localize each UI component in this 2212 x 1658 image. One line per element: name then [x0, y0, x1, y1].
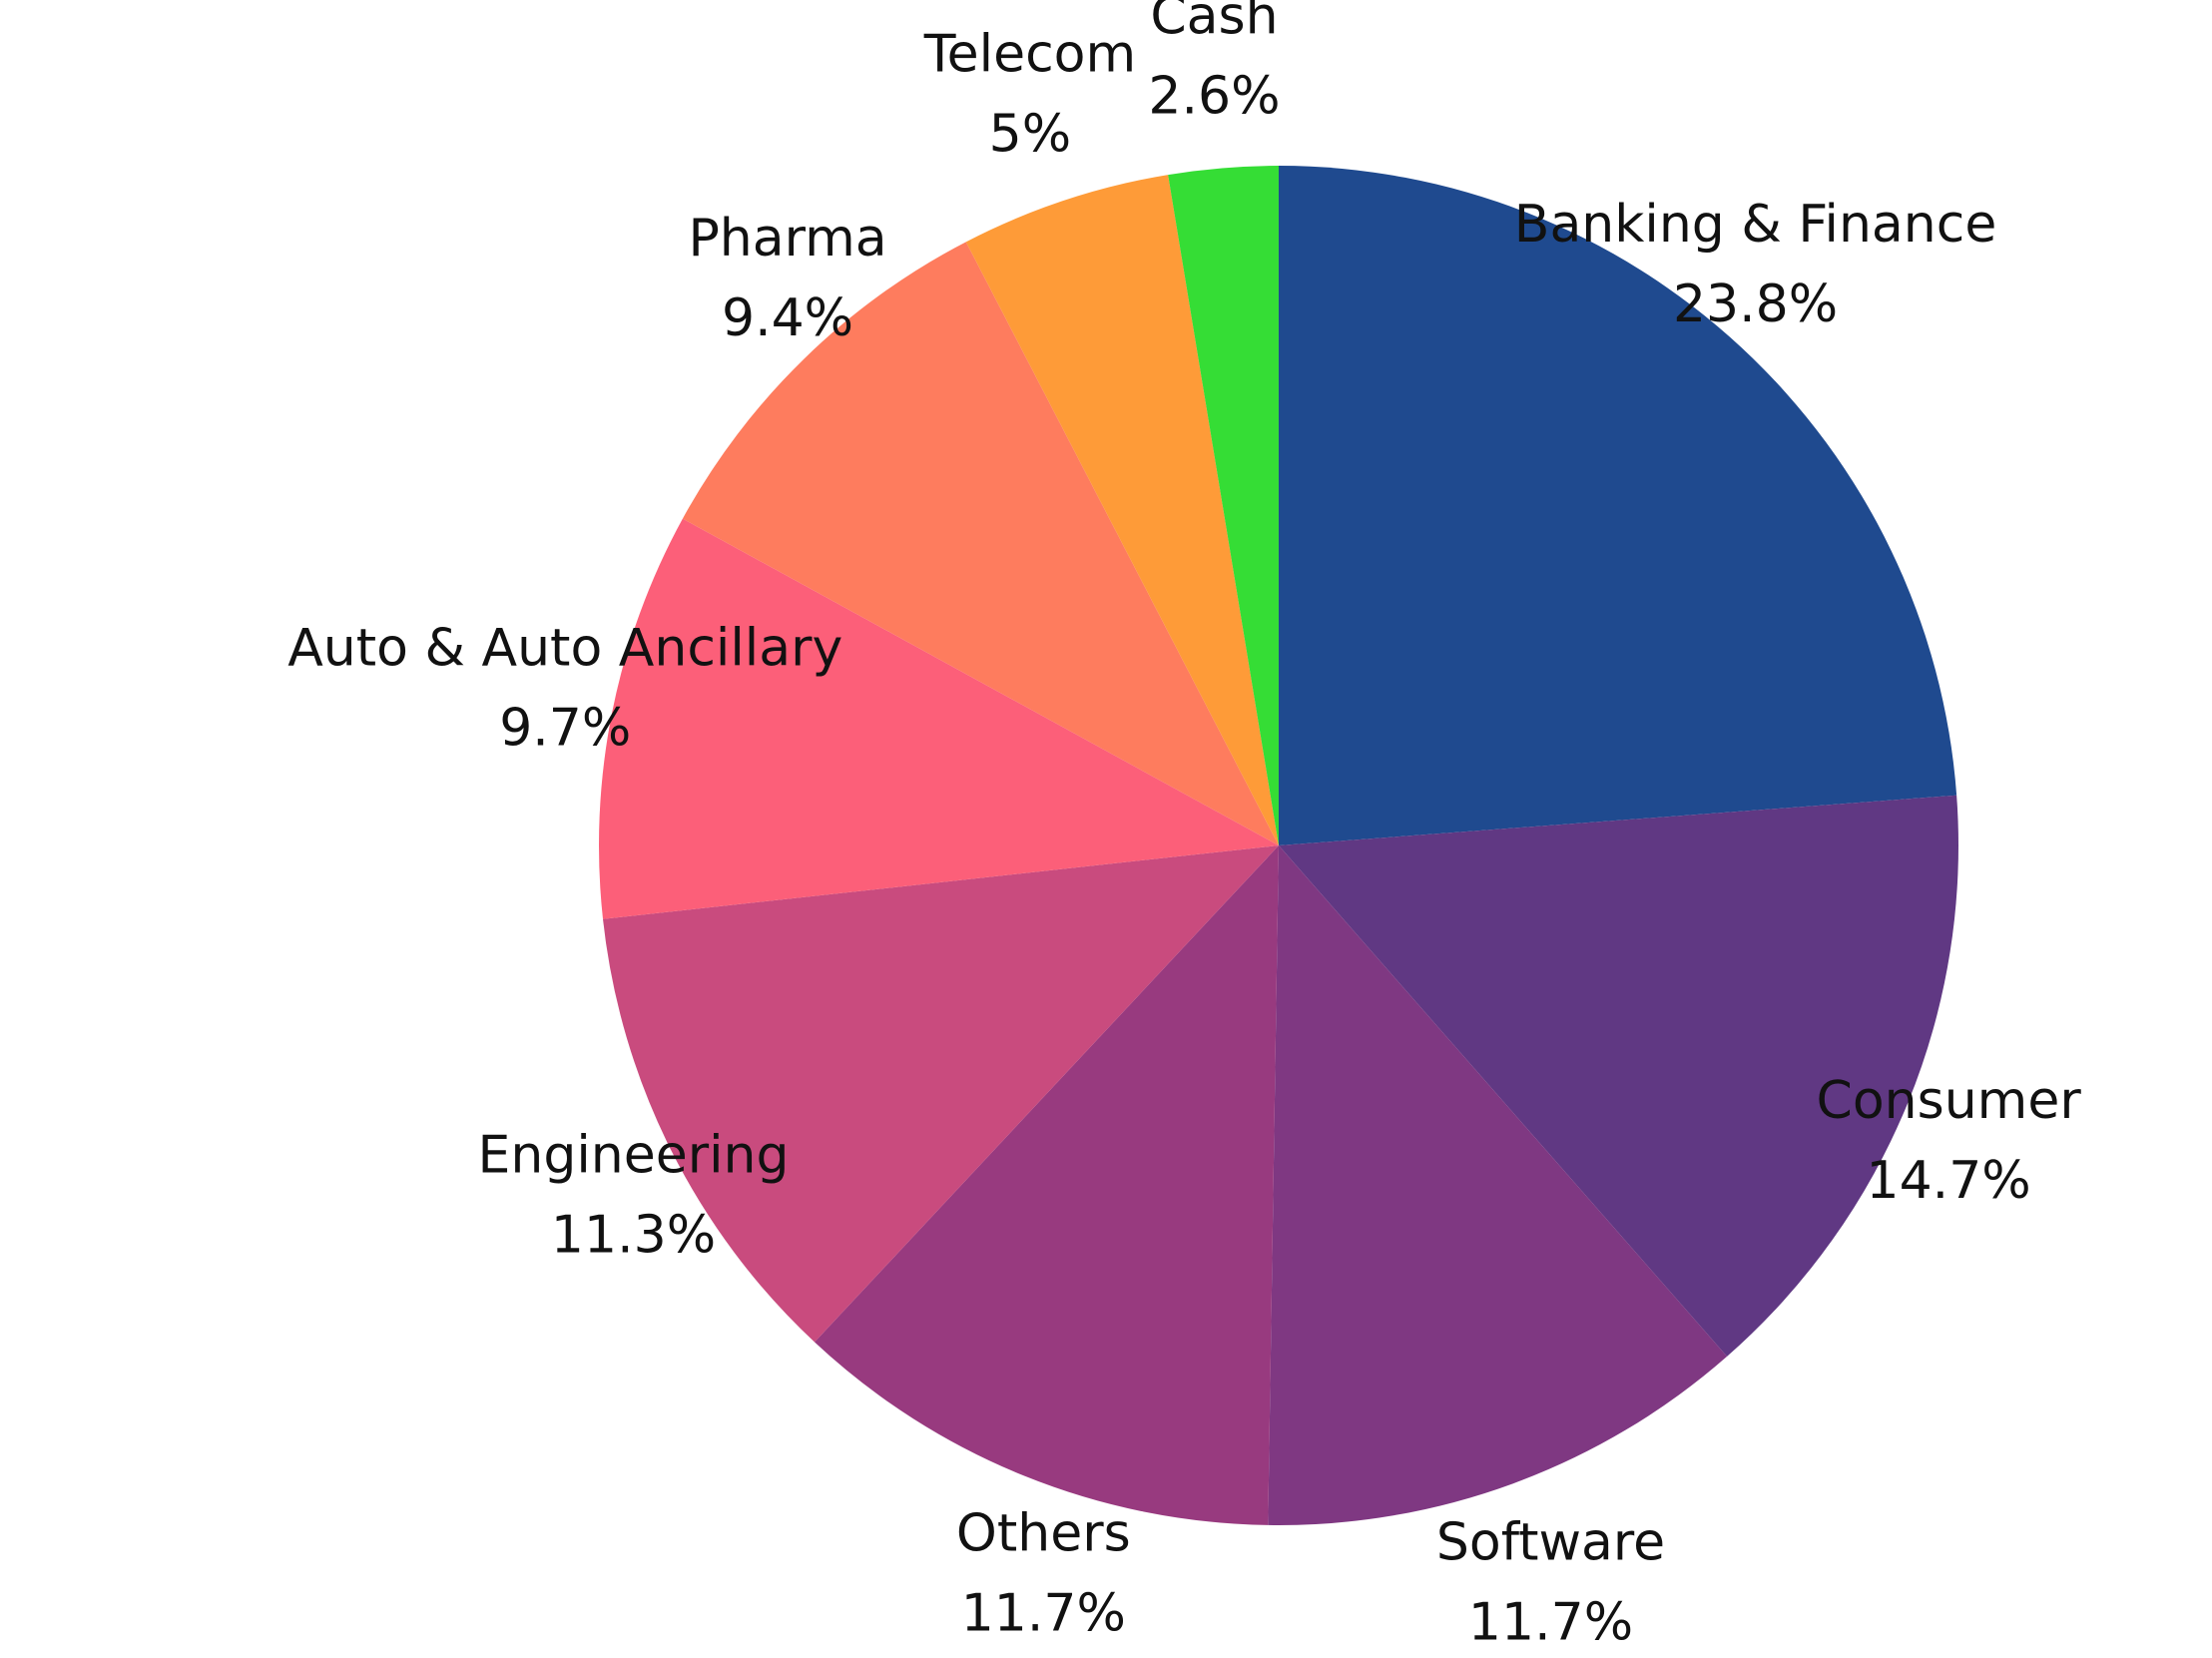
slice-label: Pharma — [688, 209, 886, 269]
slice-label: Telecom — [923, 24, 1136, 84]
pie-slice — [965, 175, 1279, 846]
slice-value-label: 5% — [989, 104, 1072, 164]
slice-label: Banking & Finance — [1514, 195, 1997, 255]
slice-label: Engineering — [478, 1125, 790, 1185]
slice-label: Consumer — [1817, 1071, 2082, 1131]
pie-slice — [1168, 166, 1279, 845]
slice-value-label: 11.3% — [551, 1205, 716, 1265]
slice-value-label: 11.7% — [1468, 1592, 1633, 1652]
slice-value-label: 9.7% — [499, 699, 631, 759]
slice-value-label: 11.7% — [961, 1584, 1126, 1644]
slice-value-label: 2.6% — [1148, 67, 1280, 127]
slice-label: Software — [1436, 1512, 1665, 1572]
pie-slice — [815, 845, 1279, 1525]
slice-label: Cash — [1150, 0, 1278, 47]
pie-slice — [603, 845, 1279, 1343]
slice-value-label: 9.4% — [722, 288, 853, 348]
slice-value-label: 23.8% — [1673, 275, 1838, 334]
slice-label: Others — [956, 1504, 1131, 1564]
pie-slice — [1279, 795, 1958, 1357]
slice-label: Auto & Auto Ancillary — [287, 619, 842, 679]
pie-slice — [682, 242, 1279, 846]
pie-slice — [1268, 845, 1728, 1525]
slice-value-label: 14.7% — [1867, 1151, 2031, 1211]
pie-slice — [1279, 166, 1957, 845]
pie-slice — [599, 518, 1279, 919]
